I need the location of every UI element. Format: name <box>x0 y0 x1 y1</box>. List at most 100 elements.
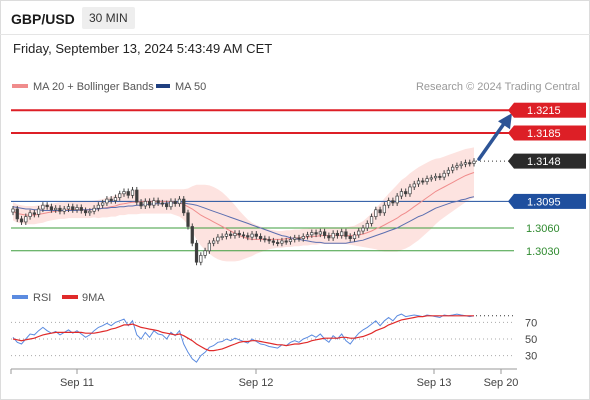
candle-body <box>41 204 45 210</box>
candle-body <box>32 212 36 215</box>
candle-body <box>263 238 267 241</box>
candle-body <box>340 231 344 236</box>
candle-body <box>71 206 75 211</box>
candle-body <box>288 239 293 243</box>
candle-body <box>331 232 335 239</box>
candle-body <box>271 240 276 243</box>
candle-body <box>284 240 288 243</box>
candle-body <box>207 242 211 252</box>
timeframe-badge[interactable]: 30 MIN <box>82 7 135 29</box>
arrow-head <box>498 113 512 130</box>
candle-body <box>113 197 118 201</box>
candle-body <box>408 186 412 195</box>
candle-body <box>105 198 109 204</box>
candle-body <box>322 231 327 236</box>
level-1-3215-label-bg <box>514 102 586 118</box>
candle-body <box>211 240 216 244</box>
rsi-tick-30: 30 <box>525 351 537 363</box>
candle-body <box>11 208 15 213</box>
arrow-shaft <box>477 120 507 161</box>
candle-body <box>254 233 258 237</box>
candle-body <box>267 239 271 242</box>
level-1-3095-label-bg <box>514 193 586 209</box>
level-1-3215-label: 1.3215 <box>527 105 561 117</box>
candle-body <box>109 198 113 201</box>
candle-body <box>143 201 147 207</box>
x-tick-label: Sep 12 <box>239 377 274 389</box>
level-1-3148-label-bg <box>514 153 586 169</box>
candle-body <box>335 232 340 236</box>
candle-body <box>237 232 241 236</box>
candle-body <box>96 204 101 209</box>
candle-body <box>468 162 472 165</box>
candle-body <box>416 180 421 185</box>
candle-body <box>177 198 182 205</box>
candle-body <box>130 189 135 196</box>
candle-body <box>348 236 352 239</box>
candle-body <box>224 233 229 237</box>
candle-body <box>220 236 224 238</box>
candle-body <box>459 163 463 167</box>
rsi-tick-70: 70 <box>525 317 537 329</box>
credit-text: Research © 2024 Trading Central <box>416 81 580 93</box>
ma20-legend-swatch <box>12 84 28 88</box>
candle-body <box>425 178 429 182</box>
candle-body <box>118 193 122 198</box>
rsi-panel: 70 50 30 <box>11 313 537 363</box>
candle-body <box>182 198 186 214</box>
candle-body <box>126 191 130 196</box>
candle-body <box>451 166 455 171</box>
candle-body <box>62 208 66 212</box>
candle-body <box>327 235 331 239</box>
candle-body <box>374 209 378 217</box>
level-1-3185-label-bg <box>514 125 586 141</box>
level-1-3095-label-tip <box>508 193 514 209</box>
candle-body <box>15 208 19 220</box>
candle-body <box>276 242 280 244</box>
candle-body <box>36 208 41 215</box>
candle-body <box>421 180 425 183</box>
level-1-3185-label: 1.3185 <box>527 128 561 140</box>
candle-body <box>203 250 207 256</box>
level-1-3148-label-tip <box>508 153 514 169</box>
candle-body <box>156 200 160 204</box>
candle-body <box>463 162 468 165</box>
ma50-legend-label: MA 50 <box>175 81 206 93</box>
candle-body <box>352 234 357 239</box>
candle-body <box>301 236 305 239</box>
candle-body <box>199 255 203 263</box>
x-tick-label: Sep 20 <box>484 377 519 389</box>
candle-body <box>152 200 156 206</box>
candle-body <box>19 218 24 223</box>
candle-body <box>293 237 297 240</box>
x-tick-label: Sep 13 <box>417 377 452 389</box>
candle-body <box>395 195 399 204</box>
candle-body <box>101 202 105 206</box>
candle-body <box>361 227 365 232</box>
candle-body <box>28 212 32 217</box>
candle-body <box>173 201 177 205</box>
candle-body <box>404 191 408 195</box>
candle-body <box>75 207 79 211</box>
candle-body <box>386 200 391 206</box>
candle-body <box>66 206 71 210</box>
level-1-3030-label: 1.3030 <box>526 246 560 258</box>
header-divider <box>0 34 590 35</box>
candle-body <box>318 231 322 235</box>
candle-body <box>314 232 318 235</box>
candle-body <box>186 212 190 227</box>
candle-body <box>169 201 173 208</box>
level-1-3060-label: 1.3060 <box>526 223 560 235</box>
candle-body <box>165 203 169 208</box>
candle-body <box>442 172 446 178</box>
candle-body <box>233 232 237 236</box>
x-tick-label: Sep 11 <box>60 377 94 389</box>
candle-body <box>446 169 451 174</box>
x-axis: Sep 11 Sep 12 Sep 13 Sep 20 <box>10 369 519 389</box>
candle-body <box>147 201 152 206</box>
currency-pair-title: GBP/USD <box>11 11 75 27</box>
candle-body <box>229 233 233 236</box>
candle-body <box>472 160 476 164</box>
candle-body <box>54 207 58 211</box>
